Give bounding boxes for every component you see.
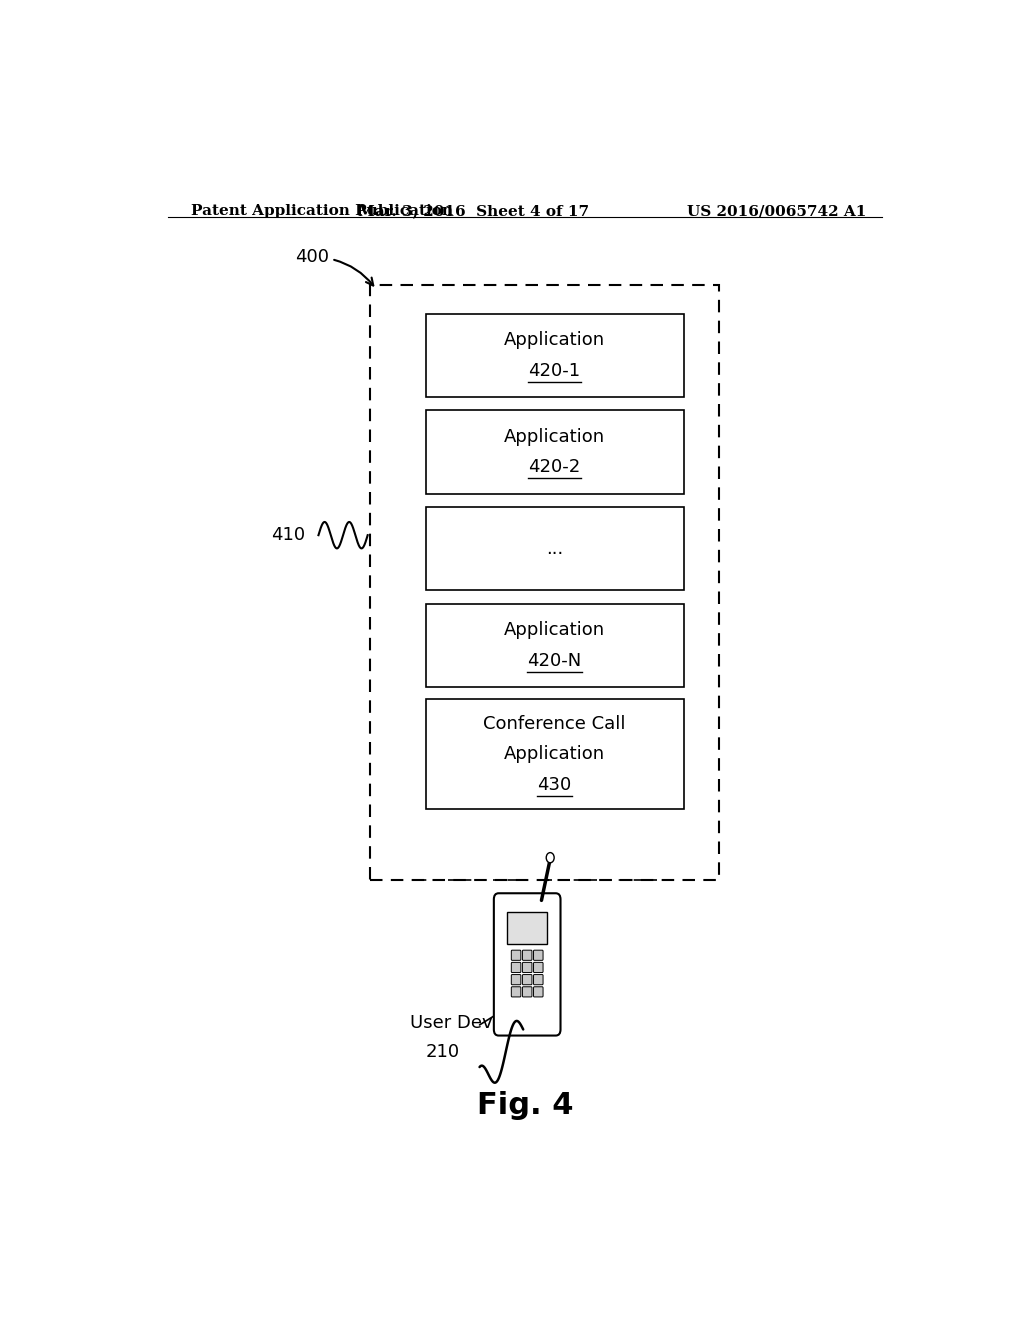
Text: Fig. 4: Fig. 4 xyxy=(476,1092,573,1121)
Text: 420-N: 420-N xyxy=(527,652,582,669)
Text: Application: Application xyxy=(504,428,605,446)
FancyBboxPatch shape xyxy=(511,987,521,997)
FancyBboxPatch shape xyxy=(534,987,543,997)
FancyBboxPatch shape xyxy=(426,411,684,494)
Text: Application: Application xyxy=(504,744,605,763)
Text: User Device: User Device xyxy=(410,1014,518,1032)
FancyBboxPatch shape xyxy=(522,987,531,997)
Text: Conference Call: Conference Call xyxy=(483,714,626,733)
FancyBboxPatch shape xyxy=(534,950,543,961)
Text: US 2016/0065742 A1: US 2016/0065742 A1 xyxy=(687,205,866,218)
Text: 420-2: 420-2 xyxy=(528,458,581,477)
FancyBboxPatch shape xyxy=(426,507,684,590)
Text: Mar. 3, 2016  Sheet 4 of 17: Mar. 3, 2016 Sheet 4 of 17 xyxy=(357,205,589,218)
Text: Patent Application Publication: Patent Application Publication xyxy=(191,205,454,218)
Text: ...: ... xyxy=(546,540,563,557)
FancyBboxPatch shape xyxy=(511,974,521,985)
Text: 410: 410 xyxy=(270,527,305,544)
FancyBboxPatch shape xyxy=(522,962,531,973)
FancyBboxPatch shape xyxy=(534,974,543,985)
Text: 210: 210 xyxy=(426,1043,460,1061)
FancyBboxPatch shape xyxy=(522,974,531,985)
FancyBboxPatch shape xyxy=(494,894,560,1036)
FancyBboxPatch shape xyxy=(426,314,684,397)
Text: Application: Application xyxy=(504,331,605,350)
FancyBboxPatch shape xyxy=(534,962,543,973)
Circle shape xyxy=(546,853,554,863)
FancyBboxPatch shape xyxy=(522,950,531,961)
FancyBboxPatch shape xyxy=(507,912,547,944)
FancyBboxPatch shape xyxy=(426,700,684,809)
FancyBboxPatch shape xyxy=(511,950,521,961)
Text: 430: 430 xyxy=(538,776,571,793)
Text: 400: 400 xyxy=(295,248,374,285)
FancyBboxPatch shape xyxy=(426,603,684,686)
Text: Application: Application xyxy=(504,620,605,639)
Text: 420-1: 420-1 xyxy=(528,362,581,380)
FancyBboxPatch shape xyxy=(511,962,521,973)
